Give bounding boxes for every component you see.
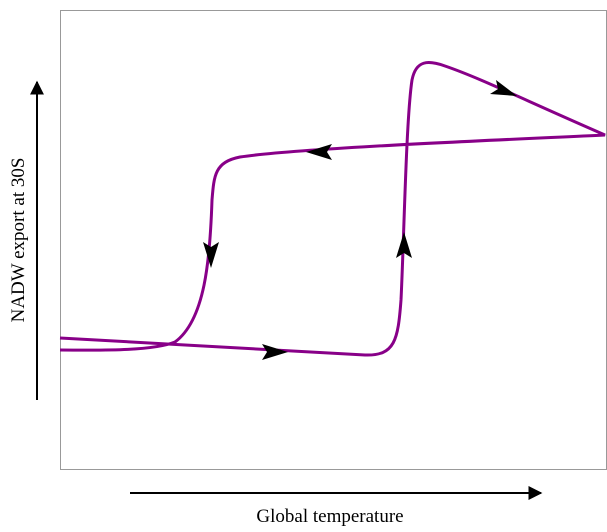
hysteresis-curve — [59, 61, 606, 357]
arrow-up — [396, 232, 412, 258]
x-axis-label: Global temperature — [256, 506, 403, 527]
direction-arrows — [203, 80, 517, 360]
arrow-right — [262, 344, 288, 360]
plot-frame — [60, 10, 607, 470]
arrow-down — [203, 242, 219, 268]
arrow-left — [306, 144, 332, 160]
y-axis-label: NADW export at 30S — [8, 158, 29, 323]
arrow-right-down — [490, 80, 517, 96]
